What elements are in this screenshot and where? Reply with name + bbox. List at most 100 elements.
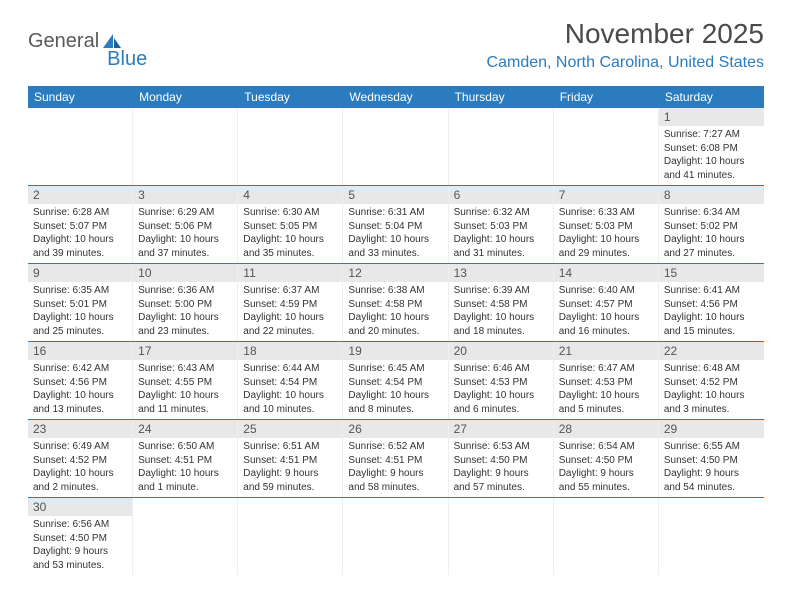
- sunset-text: Sunset: 5:06 PM: [138, 220, 232, 234]
- day-number: 7: [554, 186, 658, 204]
- day-cell: 17Sunrise: 6:43 AMSunset: 4:55 PMDayligh…: [133, 342, 238, 419]
- day-cell: 12Sunrise: 6:38 AMSunset: 4:58 PMDayligh…: [343, 264, 448, 341]
- sunset-text: Sunset: 4:51 PM: [243, 454, 337, 468]
- daylight-text: and 23 minutes.: [138, 325, 232, 339]
- daylight-text: and 33 minutes.: [348, 247, 442, 261]
- day-number: 5: [343, 186, 447, 204]
- sunrise-text: Sunrise: 6:35 AM: [33, 284, 127, 298]
- week-row: 23Sunrise: 6:49 AMSunset: 4:52 PMDayligh…: [28, 420, 764, 498]
- daylight-text: and 15 minutes.: [664, 325, 759, 339]
- day-number: 24: [133, 420, 237, 438]
- day-cell: 19Sunrise: 6:45 AMSunset: 4:54 PMDayligh…: [343, 342, 448, 419]
- sunrise-text: Sunrise: 6:30 AM: [243, 206, 337, 220]
- week-row: 9Sunrise: 6:35 AMSunset: 5:01 PMDaylight…: [28, 264, 764, 342]
- week-row: 30Sunrise: 6:56 AMSunset: 4:50 PMDayligh…: [28, 498, 764, 575]
- daylight-text: Daylight: 10 hours: [243, 311, 337, 325]
- sunrise-text: Sunrise: 6:49 AM: [33, 440, 127, 454]
- day-cell-empty: [133, 498, 238, 575]
- day-cell-empty: [343, 498, 448, 575]
- day-cell: 3Sunrise: 6:29 AMSunset: 5:06 PMDaylight…: [133, 186, 238, 263]
- daylight-text: and 39 minutes.: [33, 247, 127, 261]
- sunset-text: Sunset: 4:51 PM: [138, 454, 232, 468]
- day-number: 4: [238, 186, 342, 204]
- day-number: 27: [449, 420, 553, 438]
- day-number: 13: [449, 264, 553, 282]
- sunrise-text: Sunrise: 6:41 AM: [664, 284, 759, 298]
- daylight-text: Daylight: 9 hours: [348, 467, 442, 481]
- day-cell-empty: [343, 108, 448, 185]
- sunrise-text: Sunrise: 6:38 AM: [348, 284, 442, 298]
- day-cell: 7Sunrise: 6:33 AMSunset: 5:03 PMDaylight…: [554, 186, 659, 263]
- day-cell: 23Sunrise: 6:49 AMSunset: 4:52 PMDayligh…: [28, 420, 133, 497]
- daylight-text: and 3 minutes.: [664, 403, 759, 417]
- day-cell: 28Sunrise: 6:54 AMSunset: 4:50 PMDayligh…: [554, 420, 659, 497]
- daylight-text: Daylight: 10 hours: [454, 389, 548, 403]
- sunrise-text: Sunrise: 6:52 AM: [348, 440, 442, 454]
- day-number: 21: [554, 342, 658, 360]
- day-number: 2: [28, 186, 132, 204]
- daylight-text: and 18 minutes.: [454, 325, 548, 339]
- week-row: 1Sunrise: 7:27 AMSunset: 6:08 PMDaylight…: [28, 108, 764, 186]
- day-cell-empty: [28, 108, 133, 185]
- day-number: 19: [343, 342, 447, 360]
- daylight-text: and 29 minutes.: [559, 247, 653, 261]
- day-cell-empty: [449, 498, 554, 575]
- sunset-text: Sunset: 5:05 PM: [243, 220, 337, 234]
- sunset-text: Sunset: 4:58 PM: [348, 298, 442, 312]
- day-cell: 13Sunrise: 6:39 AMSunset: 4:58 PMDayligh…: [449, 264, 554, 341]
- day-number: 12: [343, 264, 447, 282]
- daylight-text: Daylight: 10 hours: [664, 233, 759, 247]
- day-cell: 6Sunrise: 6:32 AMSunset: 5:03 PMDaylight…: [449, 186, 554, 263]
- daylight-text: Daylight: 10 hours: [559, 311, 653, 325]
- sunset-text: Sunset: 4:54 PM: [348, 376, 442, 390]
- daylight-text: and 22 minutes.: [243, 325, 337, 339]
- daylight-text: Daylight: 10 hours: [138, 311, 232, 325]
- location: Camden, North Carolina, United States: [487, 54, 764, 72]
- sunset-text: Sunset: 5:02 PM: [664, 220, 759, 234]
- daylight-text: and 2 minutes.: [33, 481, 127, 495]
- logo-text-blue: Blue: [107, 49, 147, 69]
- daylight-text: Daylight: 9 hours: [33, 545, 127, 559]
- day-number: 22: [659, 342, 764, 360]
- month-title: November 2025: [487, 18, 764, 50]
- day-number: 23: [28, 420, 132, 438]
- weekday-header: Sunday: [28, 86, 133, 108]
- day-number: 14: [554, 264, 658, 282]
- daylight-text: Daylight: 10 hours: [138, 467, 232, 481]
- sunset-text: Sunset: 4:59 PM: [243, 298, 337, 312]
- sunrise-text: Sunrise: 7:27 AM: [664, 128, 759, 142]
- daylight-text: Daylight: 10 hours: [664, 389, 759, 403]
- weekday-header: Thursday: [449, 86, 554, 108]
- day-cell: 16Sunrise: 6:42 AMSunset: 4:56 PMDayligh…: [28, 342, 133, 419]
- daylight-text: Daylight: 10 hours: [559, 389, 653, 403]
- day-number: 9: [28, 264, 132, 282]
- day-cell-empty: [238, 108, 343, 185]
- sunrise-text: Sunrise: 6:42 AM: [33, 362, 127, 376]
- sunrise-text: Sunrise: 6:33 AM: [559, 206, 653, 220]
- daylight-text: Daylight: 10 hours: [138, 233, 232, 247]
- daylight-text: and 10 minutes.: [243, 403, 337, 417]
- sunset-text: Sunset: 4:51 PM: [348, 454, 442, 468]
- day-number: 20: [449, 342, 553, 360]
- sunrise-text: Sunrise: 6:54 AM: [559, 440, 653, 454]
- sunset-text: Sunset: 4:50 PM: [33, 532, 127, 546]
- day-cell: 11Sunrise: 6:37 AMSunset: 4:59 PMDayligh…: [238, 264, 343, 341]
- day-cell: 4Sunrise: 6:30 AMSunset: 5:05 PMDaylight…: [238, 186, 343, 263]
- day-cell: 24Sunrise: 6:50 AMSunset: 4:51 PMDayligh…: [133, 420, 238, 497]
- daylight-text: and 20 minutes.: [348, 325, 442, 339]
- day-cell: 10Sunrise: 6:36 AMSunset: 5:00 PMDayligh…: [133, 264, 238, 341]
- day-number: 11: [238, 264, 342, 282]
- day-cell: 22Sunrise: 6:48 AMSunset: 4:52 PMDayligh…: [659, 342, 764, 419]
- sunrise-text: Sunrise: 6:43 AM: [138, 362, 232, 376]
- day-number: 17: [133, 342, 237, 360]
- sunrise-text: Sunrise: 6:45 AM: [348, 362, 442, 376]
- sunrise-text: Sunrise: 6:56 AM: [33, 518, 127, 532]
- sunrise-text: Sunrise: 6:55 AM: [664, 440, 759, 454]
- daylight-text: and 13 minutes.: [33, 403, 127, 417]
- daylight-text: Daylight: 10 hours: [33, 233, 127, 247]
- sunrise-text: Sunrise: 6:44 AM: [243, 362, 337, 376]
- sunset-text: Sunset: 5:03 PM: [454, 220, 548, 234]
- daylight-text: Daylight: 10 hours: [243, 389, 337, 403]
- sunrise-text: Sunrise: 6:28 AM: [33, 206, 127, 220]
- sunrise-text: Sunrise: 6:48 AM: [664, 362, 759, 376]
